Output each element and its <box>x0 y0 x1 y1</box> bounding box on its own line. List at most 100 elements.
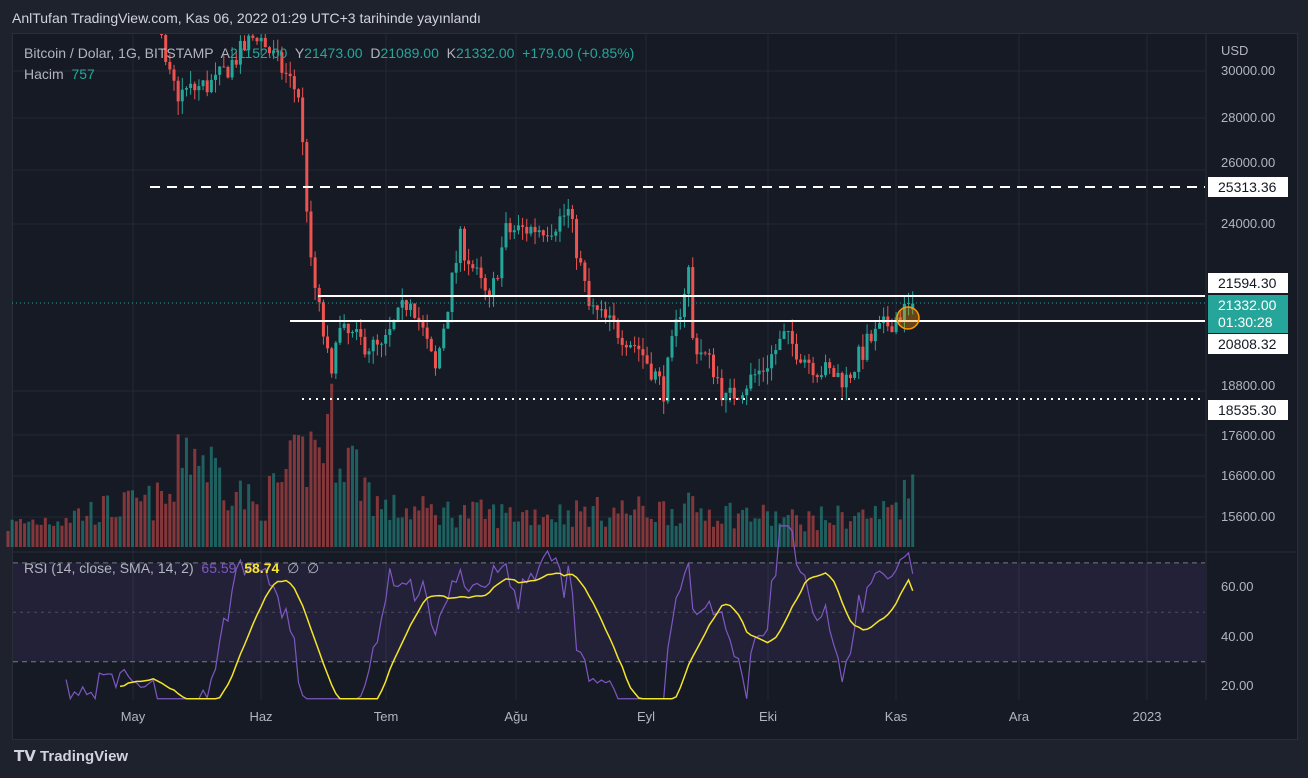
volume-bar <box>911 474 915 547</box>
candle-body <box>550 235 554 237</box>
candle-body <box>828 362 832 369</box>
volume-bar <box>106 495 110 547</box>
volume-bar <box>363 477 367 547</box>
x-label: Ara <box>1008 709 1030 724</box>
tradingview-logo[interactable]: 𝗧𝗩 TradingView <box>14 747 128 765</box>
volume-bar <box>243 509 247 547</box>
candle-body <box>392 321 396 330</box>
volume-bar <box>616 513 620 547</box>
candle-body <box>670 336 674 358</box>
candle-body <box>409 303 413 310</box>
volume-bar <box>541 517 545 547</box>
volume-bar <box>60 525 64 547</box>
rsi-empty-1: ∅ <box>287 560 300 576</box>
volume-bar <box>570 526 574 547</box>
candle-body <box>848 374 852 378</box>
candle-body <box>878 323 881 329</box>
volume-bar <box>396 517 400 547</box>
candle-body <box>355 329 359 333</box>
candle-body <box>840 372 844 388</box>
level-label-support: 18535.30 <box>1208 400 1288 420</box>
candle-body <box>350 332 354 334</box>
volume-bar <box>583 506 587 547</box>
candle-body <box>483 278 487 291</box>
volume-bar <box>786 514 790 547</box>
candle-body <box>442 328 446 349</box>
volume-bar <box>662 501 666 547</box>
candle-body <box>259 37 263 42</box>
volume-bar <box>695 512 699 547</box>
volume-bar <box>201 455 205 547</box>
volume-bar <box>334 482 338 547</box>
candle-body <box>662 376 666 402</box>
volume-bar <box>168 493 172 547</box>
volume-bar <box>384 499 388 547</box>
volume-bar <box>23 523 27 547</box>
candle-body <box>363 336 367 355</box>
volume-bar <box>450 517 454 547</box>
volume-bar <box>857 512 861 547</box>
volume-bar <box>135 497 139 547</box>
candle-body <box>243 40 247 51</box>
rsi-empty-2: ∅ <box>307 560 320 576</box>
volume-bar <box>139 501 143 547</box>
price-tick: 17600.00 <box>1221 428 1276 443</box>
volume-legend: Hacim 757 <box>24 66 95 82</box>
volume-bar <box>425 507 429 547</box>
candle-body <box>728 387 732 393</box>
candle-body <box>309 211 313 258</box>
volume-bar <box>367 482 371 547</box>
candle-body <box>184 88 188 90</box>
volume-bar <box>350 445 354 547</box>
candle-body <box>458 228 462 263</box>
volume-bar <box>392 494 396 547</box>
volume-bar <box>375 496 379 547</box>
price-tick: 30000.00 <box>1221 63 1276 78</box>
volume-bar <box>321 463 325 547</box>
candle-body <box>819 375 823 378</box>
volume-bar <box>803 531 807 547</box>
volume-bar <box>189 474 193 547</box>
candle-body <box>612 315 616 322</box>
volume-bar <box>371 516 375 547</box>
candle-body <box>238 40 242 65</box>
x-label: Haz <box>249 709 273 724</box>
candle-body <box>716 377 720 379</box>
candle-body <box>521 225 525 227</box>
candle-body <box>562 215 566 217</box>
volume-bar <box>68 522 72 547</box>
volume-bar <box>898 519 902 547</box>
volume-bar <box>546 514 549 547</box>
candle-body <box>525 226 529 234</box>
chart-frame[interactable] <box>12 33 1298 740</box>
volume-bar <box>641 505 645 547</box>
candle-body <box>575 218 579 259</box>
candle-body <box>359 329 363 337</box>
x-label: Ağu <box>504 709 528 724</box>
candle-body <box>645 355 649 364</box>
candle-body <box>471 264 475 269</box>
volume-bar <box>861 509 865 547</box>
candle-body <box>898 317 902 322</box>
volume-bar <box>716 520 720 547</box>
candle-body <box>533 226 537 233</box>
candle-body <box>774 350 778 355</box>
symbol-label[interactable]: Bitcoin / Dolar, 1G, BITSTAMP <box>24 45 214 61</box>
volume-bar <box>496 528 500 547</box>
volume-bar <box>799 524 803 547</box>
candle-body <box>558 216 562 232</box>
volume-bar <box>699 508 703 547</box>
volume-bar <box>126 490 130 547</box>
candle-body <box>189 83 193 89</box>
candle-body <box>566 208 570 216</box>
bar-countdown: 01:30:28 <box>1218 314 1273 330</box>
volume-bar <box>438 524 442 547</box>
candle-body <box>861 346 865 360</box>
volume-bar <box>604 526 608 547</box>
candle-body <box>508 223 512 233</box>
rsi-label[interactable]: RSI (14, close, SMA, 14, 2) <box>24 560 194 576</box>
volume-bar <box>180 467 184 547</box>
volume-bar <box>409 519 413 547</box>
volume-bar <box>678 523 682 547</box>
